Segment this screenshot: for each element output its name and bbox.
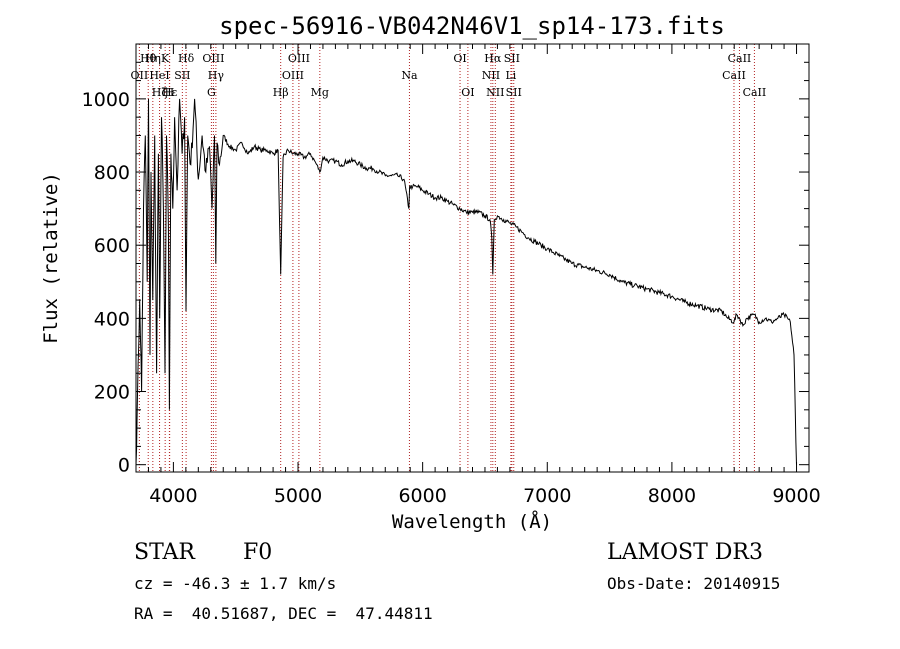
line-label: OI: [453, 52, 466, 65]
x-axis-label: Wavelength (Å): [392, 510, 552, 533]
coordinates: RA = 40.51687, DEC = 47.44811: [134, 604, 433, 623]
line-label: Hβ: [273, 86, 289, 99]
line-label: Na: [401, 69, 418, 82]
y-tick-label: 600: [94, 235, 130, 257]
line-label: Mg: [311, 86, 329, 99]
line-label: Hη: [145, 52, 161, 65]
y-axis-label: Flux (relative): [40, 172, 62, 344]
y-axis-ticks: 0 200 400 600 800 1000: [82, 61, 809, 477]
y-tick-label: 1000: [82, 89, 130, 111]
y-tick-label: 0: [118, 455, 130, 477]
line-label: Hε: [162, 86, 178, 99]
x-tick-label: 7000: [523, 485, 571, 507]
line-label: Hδ: [178, 52, 195, 65]
line-label: K: [161, 52, 170, 65]
y-tick-label: 200: [94, 382, 130, 404]
line-label: CaII: [728, 52, 752, 65]
object-subclass: F0: [243, 540, 273, 565]
line-label: Hγ: [208, 69, 225, 82]
line-label: Hθ: [140, 52, 157, 65]
spectrum-chart: spec-56916-VB042N46V1_sp14-173.fits Hθ OI…: [40, 12, 821, 533]
emission-line-labels: Hθ OII Hη HeI Hζ K HHε SII Hδ G OIII Hγ Hβ OIII OIII Mg…: [131, 52, 767, 99]
line-label: Hζ: [152, 86, 168, 99]
survey-name: LAMOST DR3: [607, 540, 763, 565]
line-label: Hα: [484, 52, 502, 65]
line-label: HeI: [149, 69, 169, 82]
line-label: G: [207, 86, 216, 99]
y-tick-label: 400: [94, 308, 130, 330]
x-tick-label: 4000: [149, 485, 197, 507]
chart-title: spec-56916-VB042N46V1_sp14-173.fits: [219, 12, 725, 40]
line-label: Li: [505, 69, 516, 82]
line-label: OI: [461, 86, 474, 99]
line-label: SII: [506, 86, 522, 99]
object-class: STAR: [134, 540, 195, 565]
spectrum-line: [135, 98, 797, 465]
line-label: OIII: [288, 52, 310, 65]
line-label: SII: [504, 52, 520, 65]
line-label: CaII: [743, 86, 767, 99]
line-label: SII: [174, 69, 190, 82]
x-tick-label: 9000: [772, 485, 820, 507]
line-label: CaII: [722, 69, 746, 82]
emission-line-markers: [138, 44, 755, 472]
observation-date: Obs-Date: 20140915: [607, 574, 781, 593]
line-label: OIII: [202, 52, 224, 65]
y-tick-label: 800: [94, 162, 130, 184]
redshift-velocity: cz = -46.3 ± 1.7 km/s: [134, 574, 337, 593]
plot-frame: [135, 43, 810, 473]
x-axis-ticks: 4000 5000 6000 7000 8000 9000: [147, 44, 821, 507]
line-label: OII: [131, 69, 149, 82]
line-label: OIII: [282, 69, 304, 82]
line-label: H: [165, 86, 175, 99]
x-tick-label: 5000: [274, 485, 322, 507]
x-tick-label: 8000: [648, 485, 696, 507]
line-label: NII: [486, 86, 504, 99]
line-label: NII: [482, 69, 500, 82]
x-tick-label: 6000: [398, 485, 446, 507]
